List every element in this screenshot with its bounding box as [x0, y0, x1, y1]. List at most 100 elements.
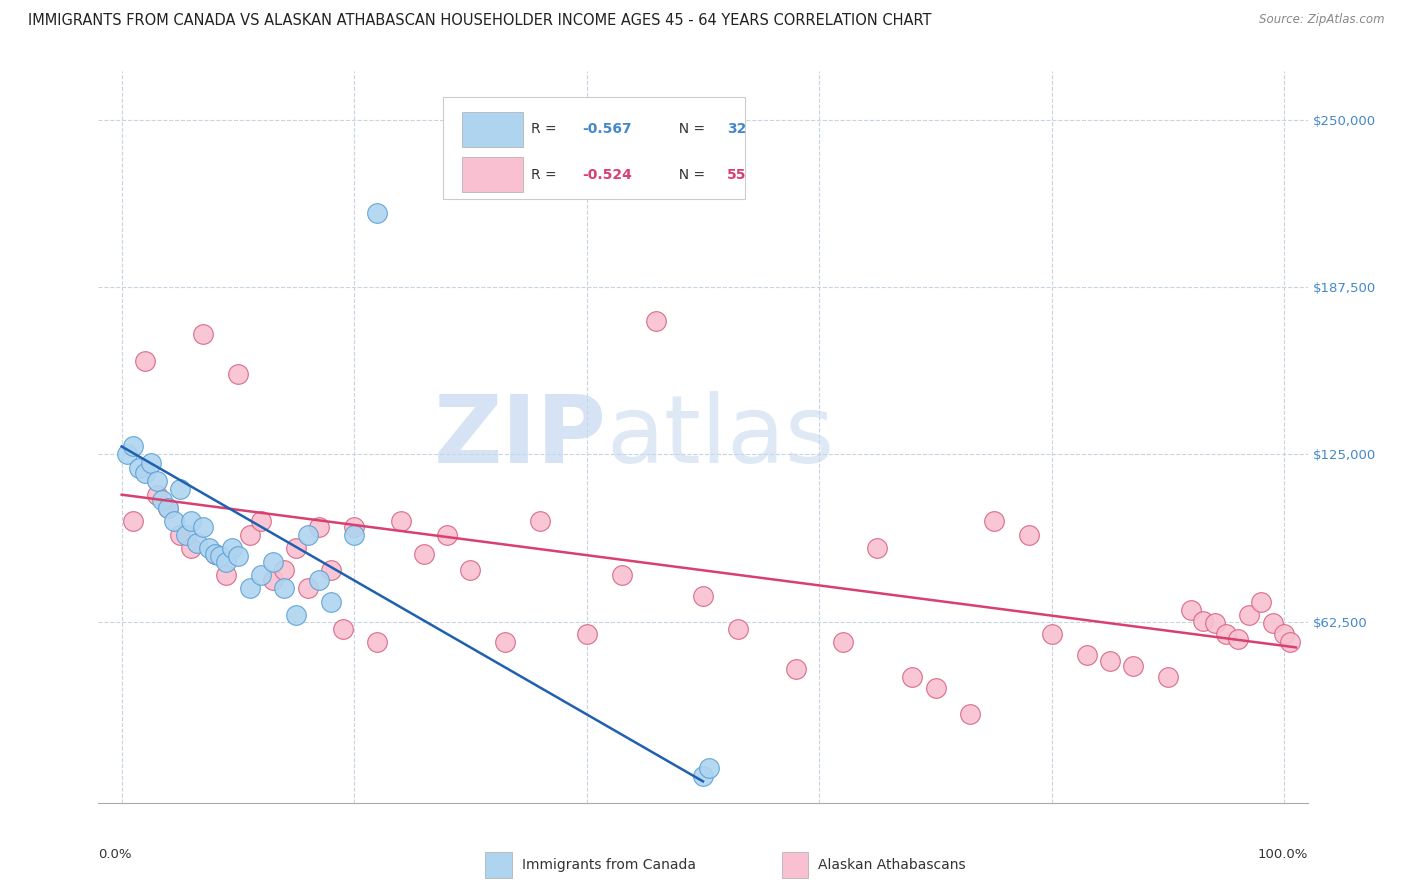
- Point: [250, 515, 273, 529]
- Point: [413, 547, 436, 561]
- Point: [204, 547, 226, 561]
- Point: [169, 483, 191, 497]
- Point: [692, 769, 714, 783]
- Point: [610, 568, 633, 582]
- Point: [145, 475, 167, 489]
- Text: -0.524: -0.524: [582, 168, 631, 182]
- Point: [215, 555, 238, 569]
- Point: [436, 528, 458, 542]
- Text: Source: ZipAtlas.com: Source: ZipAtlas.com: [1260, 13, 1385, 27]
- Point: [494, 635, 516, 649]
- Point: [297, 582, 319, 596]
- Point: [1204, 616, 1226, 631]
- Point: [157, 501, 180, 516]
- Point: [221, 541, 243, 556]
- Point: [1239, 608, 1261, 623]
- Point: [209, 549, 232, 564]
- Point: [150, 493, 173, 508]
- Text: N =: N =: [671, 122, 710, 136]
- Point: [169, 528, 191, 542]
- Point: [308, 520, 330, 534]
- Text: IMMIGRANTS FROM CANADA VS ALASKAN ATHABASCAN HOUSEHOLDER INCOME AGES 45 - 64 YEA: IMMIGRANTS FROM CANADA VS ALASKAN ATHABA…: [28, 13, 932, 29]
- Point: [697, 761, 720, 775]
- Point: [157, 501, 180, 516]
- Point: [163, 515, 186, 529]
- Text: Alaskan Athabascans: Alaskan Athabascans: [818, 858, 966, 872]
- Point: [239, 528, 262, 542]
- Point: [319, 595, 342, 609]
- Point: [343, 520, 366, 534]
- Point: [273, 582, 295, 596]
- Point: [866, 541, 889, 556]
- Point: [529, 515, 551, 529]
- Point: [226, 549, 249, 564]
- Point: [727, 622, 749, 636]
- FancyBboxPatch shape: [463, 157, 523, 192]
- Point: [901, 670, 924, 684]
- Point: [262, 574, 284, 588]
- Point: [174, 528, 197, 542]
- Point: [366, 206, 388, 220]
- Point: [645, 313, 668, 327]
- Point: [983, 515, 1005, 529]
- Text: atlas: atlas: [606, 391, 835, 483]
- Point: [1122, 659, 1144, 673]
- Point: [145, 488, 167, 502]
- Point: [1272, 627, 1295, 641]
- Point: [1180, 603, 1202, 617]
- Point: [692, 590, 714, 604]
- Point: [1157, 670, 1180, 684]
- Point: [319, 563, 342, 577]
- Bar: [782, 852, 808, 878]
- Point: [297, 528, 319, 542]
- Point: [191, 520, 214, 534]
- Text: 32: 32: [727, 122, 747, 136]
- Point: [1040, 627, 1063, 641]
- Point: [250, 568, 273, 582]
- Point: [226, 367, 249, 381]
- Point: [191, 326, 214, 341]
- Text: R =: R =: [531, 168, 561, 182]
- Point: [343, 528, 366, 542]
- Point: [239, 582, 262, 596]
- Text: R =: R =: [531, 122, 561, 136]
- Point: [460, 563, 482, 577]
- Point: [1226, 632, 1249, 647]
- Point: [1098, 654, 1121, 668]
- Point: [389, 515, 412, 529]
- FancyBboxPatch shape: [443, 97, 745, 200]
- Text: 100.0%: 100.0%: [1257, 848, 1308, 862]
- Point: [134, 353, 156, 368]
- Point: [273, 563, 295, 577]
- Point: [332, 622, 354, 636]
- Point: [285, 608, 308, 623]
- FancyBboxPatch shape: [463, 112, 523, 146]
- Point: [1215, 627, 1237, 641]
- Point: [1018, 528, 1040, 542]
- Point: [204, 547, 226, 561]
- Point: [366, 635, 388, 649]
- Point: [117, 448, 139, 462]
- Point: [180, 515, 202, 529]
- Point: [1192, 614, 1215, 628]
- Point: [1261, 616, 1284, 631]
- Point: [1076, 648, 1098, 663]
- Point: [1250, 595, 1272, 609]
- Text: -0.567: -0.567: [582, 122, 631, 136]
- Text: Immigrants from Canada: Immigrants from Canada: [522, 858, 696, 872]
- Point: [198, 541, 221, 556]
- Point: [959, 707, 981, 722]
- Point: [128, 461, 150, 475]
- Point: [785, 662, 807, 676]
- Text: N =: N =: [671, 168, 710, 182]
- Point: [1279, 635, 1302, 649]
- Point: [134, 467, 156, 481]
- Point: [262, 555, 284, 569]
- Point: [575, 627, 598, 641]
- Point: [122, 515, 145, 529]
- Text: 0.0%: 0.0%: [98, 848, 132, 862]
- Point: [186, 536, 208, 550]
- Bar: [485, 852, 512, 878]
- Point: [285, 541, 308, 556]
- Point: [831, 635, 853, 649]
